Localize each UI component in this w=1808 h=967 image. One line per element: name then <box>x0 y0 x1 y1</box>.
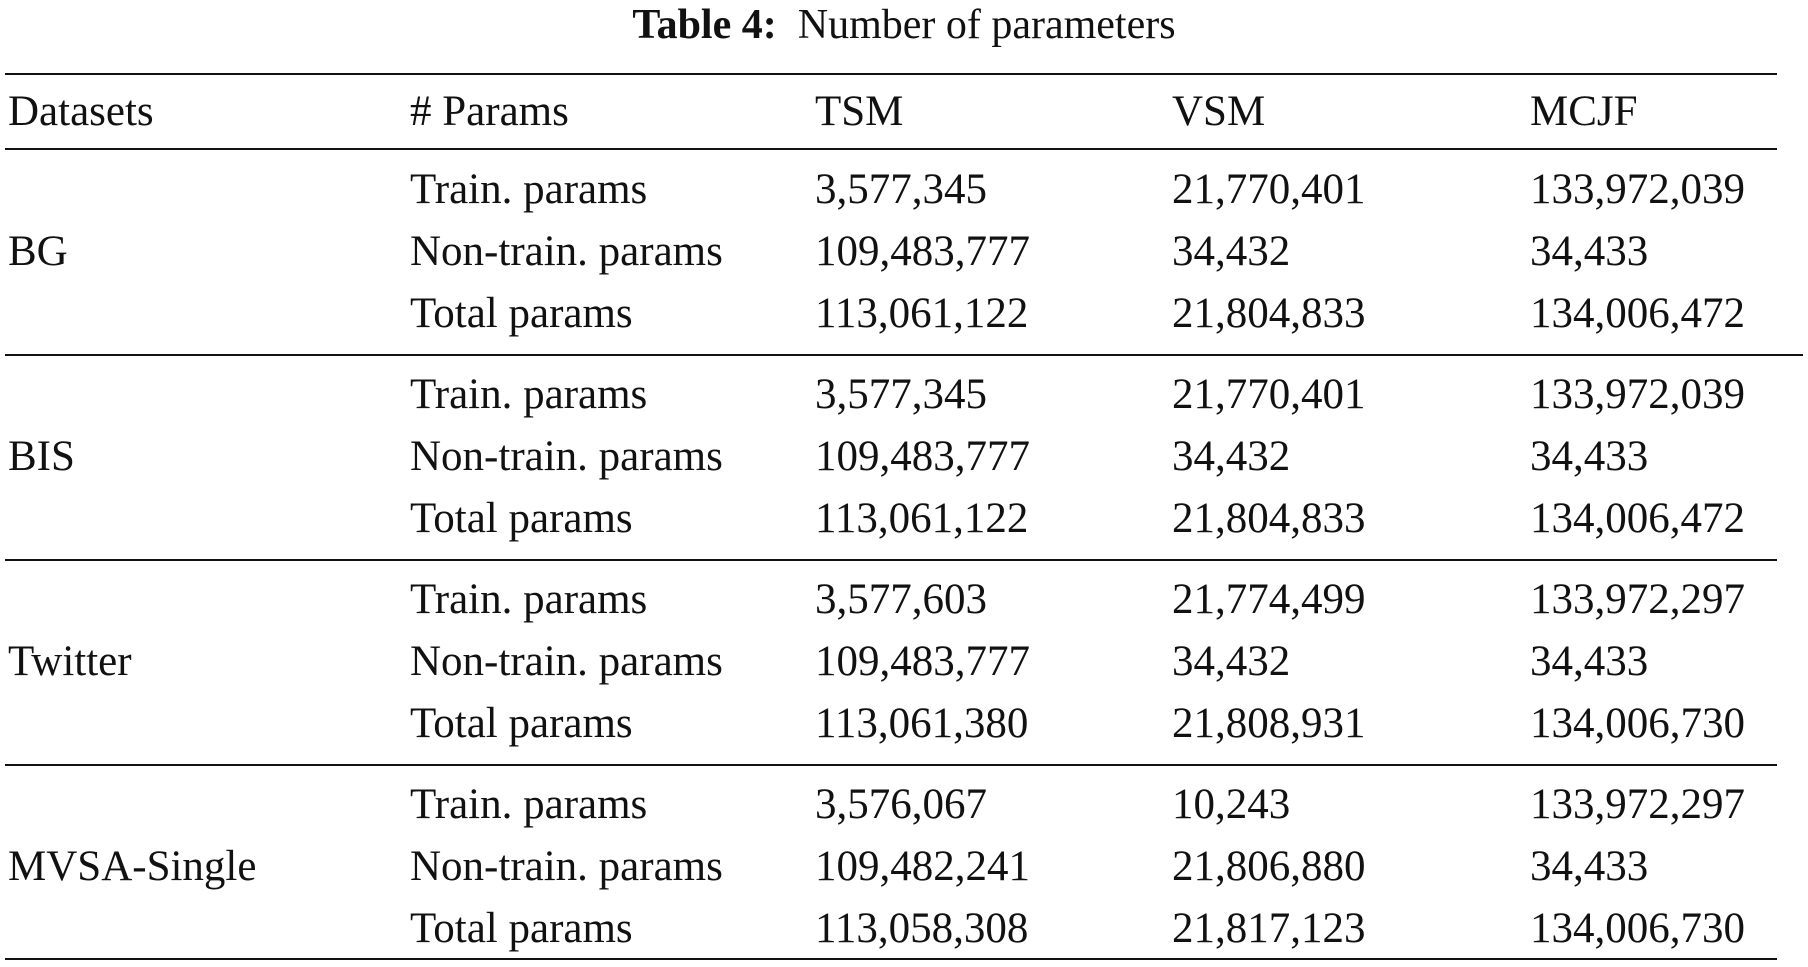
table-caption: Table 4: Number of parameters <box>0 0 1808 54</box>
tsm-value-cell: 3,577,345 <box>815 166 987 213</box>
mcjf-value-cell: 133,972,039 <box>1530 166 1745 213</box>
header-datasets: Datasets <box>8 88 154 135</box>
caption-label: Table 4: <box>632 2 777 48</box>
param-name-cell: Train. params <box>410 781 648 828</box>
dataset-label: BG <box>8 228 68 275</box>
tsm-value-cell: 113,058,308 <box>815 905 1029 952</box>
mcjf-value-cell: 133,972,297 <box>1530 576 1745 623</box>
header-tsm: TSM <box>815 88 904 135</box>
mcjf-value-cell: 34,433 <box>1530 638 1649 685</box>
caption-title: Number of parameters <box>797 2 1176 48</box>
vsm-value-cell: 21,804,833 <box>1172 495 1366 542</box>
mcjf-value-cell: 34,433 <box>1530 228 1649 275</box>
mcjf-value-cell: 34,433 <box>1530 843 1649 890</box>
group-separator-rule <box>5 354 1803 356</box>
dataset-label: Twitter <box>8 638 132 685</box>
tsm-value-cell: 109,483,777 <box>815 433 1030 480</box>
tsm-value-cell: 113,061,122 <box>815 495 1029 542</box>
param-name-cell: Non-train. params <box>410 228 723 275</box>
vsm-value-cell: 21,770,401 <box>1172 166 1366 213</box>
param-name-cell: Total params <box>410 290 633 337</box>
tsm-value-cell: 113,061,380 <box>815 700 1029 747</box>
mcjf-value-cell: 134,006,730 <box>1530 700 1745 747</box>
mcjf-value-cell: 134,006,472 <box>1530 290 1745 337</box>
mcjf-value-cell: 133,972,039 <box>1530 371 1745 418</box>
tsm-value-cell: 113,061,122 <box>815 290 1029 337</box>
param-name-cell: Train. params <box>410 576 648 623</box>
header-vsm: VSM <box>1172 88 1266 135</box>
param-name-cell: Non-train. params <box>410 843 723 890</box>
tsm-value-cell: 3,576,067 <box>815 781 987 828</box>
tsm-value-cell: 109,482,241 <box>815 843 1030 890</box>
table-header-rule <box>5 148 1777 150</box>
param-name-cell: Non-train. params <box>410 638 723 685</box>
vsm-value-cell: 21,808,931 <box>1172 700 1366 747</box>
param-name-cell: Total params <box>410 905 633 952</box>
table-bottom-rule <box>5 958 1777 960</box>
dataset-label: BIS <box>8 433 75 480</box>
tsm-value-cell: 109,483,777 <box>815 638 1030 685</box>
vsm-value-cell: 34,432 <box>1172 638 1291 685</box>
param-name-cell: Train. params <box>410 166 648 213</box>
param-name-cell: Total params <box>410 495 633 542</box>
mcjf-value-cell: 134,006,472 <box>1530 495 1745 542</box>
vsm-value-cell: 21,806,880 <box>1172 843 1366 890</box>
mcjf-value-cell: 134,006,730 <box>1530 905 1745 952</box>
vsm-value-cell: 10,243 <box>1172 781 1291 828</box>
param-name-cell: Train. params <box>410 371 648 418</box>
tsm-value-cell: 3,577,345 <box>815 371 987 418</box>
dataset-label: MVSA-Single <box>8 843 257 890</box>
vsm-value-cell: 34,432 <box>1172 228 1291 275</box>
vsm-value-cell: 21,804,833 <box>1172 290 1366 337</box>
vsm-value-cell: 34,432 <box>1172 433 1291 480</box>
param-name-cell: Non-train. params <box>410 433 723 480</box>
tsm-value-cell: 109,483,777 <box>815 228 1030 275</box>
mcjf-value-cell: 133,972,297 <box>1530 781 1745 828</box>
vsm-value-cell: 21,770,401 <box>1172 371 1366 418</box>
vsm-value-cell: 21,817,123 <box>1172 905 1366 952</box>
group-separator-rule <box>5 559 1777 561</box>
table-top-rule <box>5 73 1777 75</box>
header-params: # Params <box>410 88 569 135</box>
param-name-cell: Total params <box>410 700 633 747</box>
vsm-value-cell: 21,774,499 <box>1172 576 1366 623</box>
tsm-value-cell: 3,577,603 <box>815 576 987 623</box>
mcjf-value-cell: 34,433 <box>1530 433 1649 480</box>
group-separator-rule <box>5 764 1777 766</box>
header-mcjf: MCJF <box>1530 88 1638 135</box>
